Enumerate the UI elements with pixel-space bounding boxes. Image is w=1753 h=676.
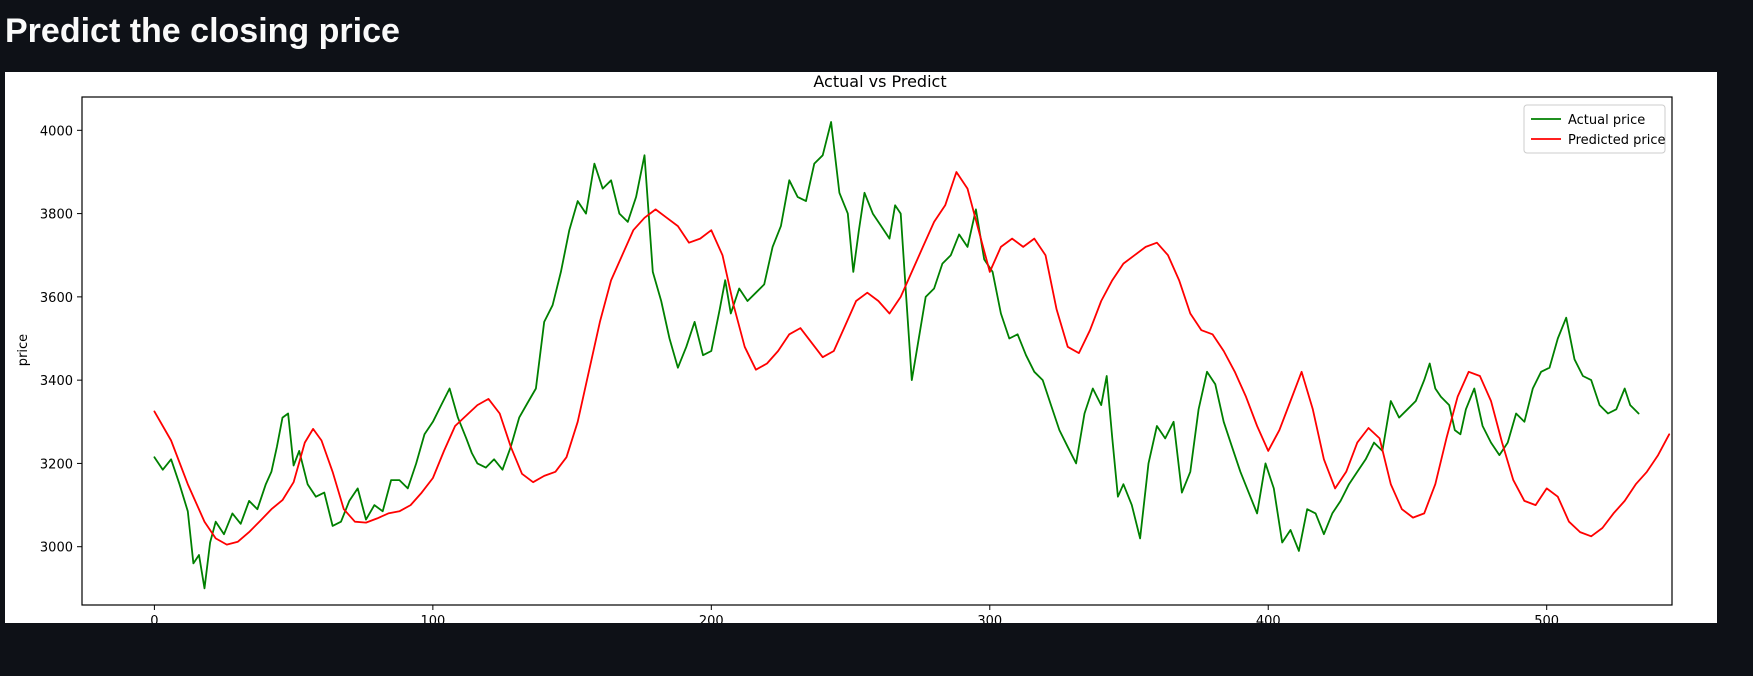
- page-title: Predict the closing price: [5, 12, 400, 50]
- y-tick-label: 3800: [40, 208, 73, 223]
- x-tick-label: 500: [1534, 614, 1559, 623]
- y-tick-label: 4000: [40, 124, 73, 139]
- series-line-predicted: [153, 171, 1671, 546]
- legend-box: [1523, 104, 1666, 154]
- x-tick-label: 200: [699, 614, 724, 623]
- y-axis-label: price: [16, 334, 31, 366]
- x-tick-label: 300: [977, 614, 1002, 623]
- y-tick-label: 3000: [40, 541, 73, 556]
- series-line-actual: [153, 121, 1640, 590]
- legend: Actual price Predicted price: [1523, 104, 1666, 154]
- axis-ticks: 0 100 200 300 400 500 3000 3200 3400 3600 3800 4000: [40, 124, 1559, 623]
- line-chart: Actual vs Predict price 0 100 200 300 400 500…: [5, 72, 1717, 623]
- series-lines: [153, 121, 1671, 590]
- y-tick-label: 3200: [40, 457, 73, 472]
- y-tick-label: 3600: [40, 291, 73, 306]
- y-tick-label: 3400: [40, 374, 73, 389]
- x-tick-label: 0: [150, 614, 158, 623]
- chart-title: Actual vs Predict: [813, 72, 946, 91]
- x-tick-label: 400: [1256, 614, 1281, 623]
- chart-figure: Actual vs Predict price 0 100 200 300 400 500…: [5, 72, 1717, 623]
- legend-label: Actual price: [1568, 113, 1645, 128]
- x-tick-label: 100: [420, 614, 445, 623]
- legend-label: Predicted price: [1568, 133, 1666, 148]
- plot-frame: [81, 96, 1673, 606]
